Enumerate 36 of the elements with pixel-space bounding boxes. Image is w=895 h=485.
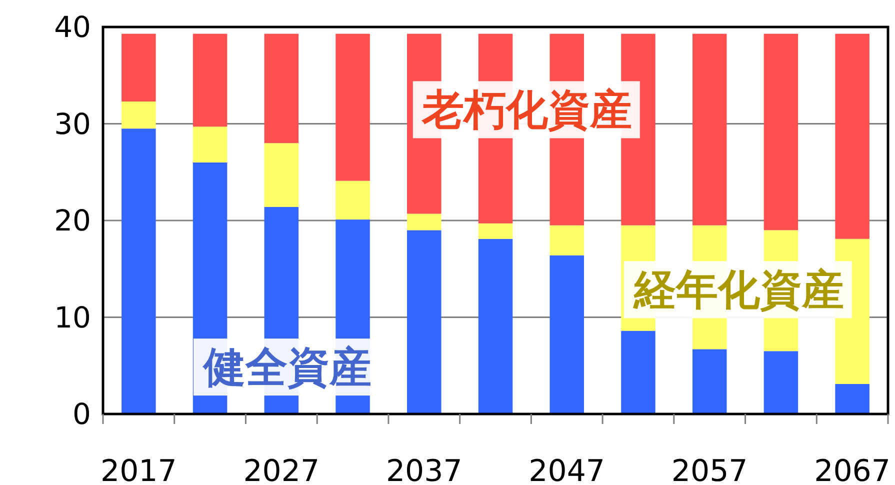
y-tick-label: 30 xyxy=(54,106,91,141)
bar xyxy=(192,34,228,127)
series-label: 老朽化資産 xyxy=(420,85,632,134)
x-tick-label: 2067 xyxy=(814,454,890,485)
x-tick-label: 2017 xyxy=(100,454,177,485)
bar xyxy=(550,225,584,256)
y-tick-label: 10 xyxy=(54,300,91,334)
x-tick-label: 2057 xyxy=(671,454,748,485)
bar xyxy=(336,34,370,181)
bar xyxy=(264,143,299,207)
x-tick-label: 2047 xyxy=(528,454,606,485)
bar xyxy=(764,351,798,414)
bar xyxy=(478,238,513,414)
bar xyxy=(550,255,584,414)
bar xyxy=(835,384,870,414)
bar xyxy=(122,101,156,129)
bar xyxy=(192,126,228,162)
series-label: 経年化資産 xyxy=(632,265,844,314)
bar xyxy=(692,349,727,414)
series-label: 健全資産 xyxy=(201,342,372,392)
bar xyxy=(835,34,870,239)
bar xyxy=(764,34,798,230)
x-tick-label: 2037 xyxy=(386,454,462,485)
bar xyxy=(407,230,442,414)
bar xyxy=(478,223,513,239)
bar xyxy=(621,330,656,414)
y-tick-label: 20 xyxy=(54,204,91,238)
x-tick-label: 2027 xyxy=(243,454,320,485)
bar xyxy=(407,214,442,230)
y-tick-label: 0 xyxy=(72,397,91,431)
bar xyxy=(692,34,727,226)
bar xyxy=(264,34,299,144)
bar xyxy=(122,128,156,414)
y-tick-label: 40 xyxy=(54,10,91,44)
bar xyxy=(122,34,156,102)
bar xyxy=(336,180,370,220)
